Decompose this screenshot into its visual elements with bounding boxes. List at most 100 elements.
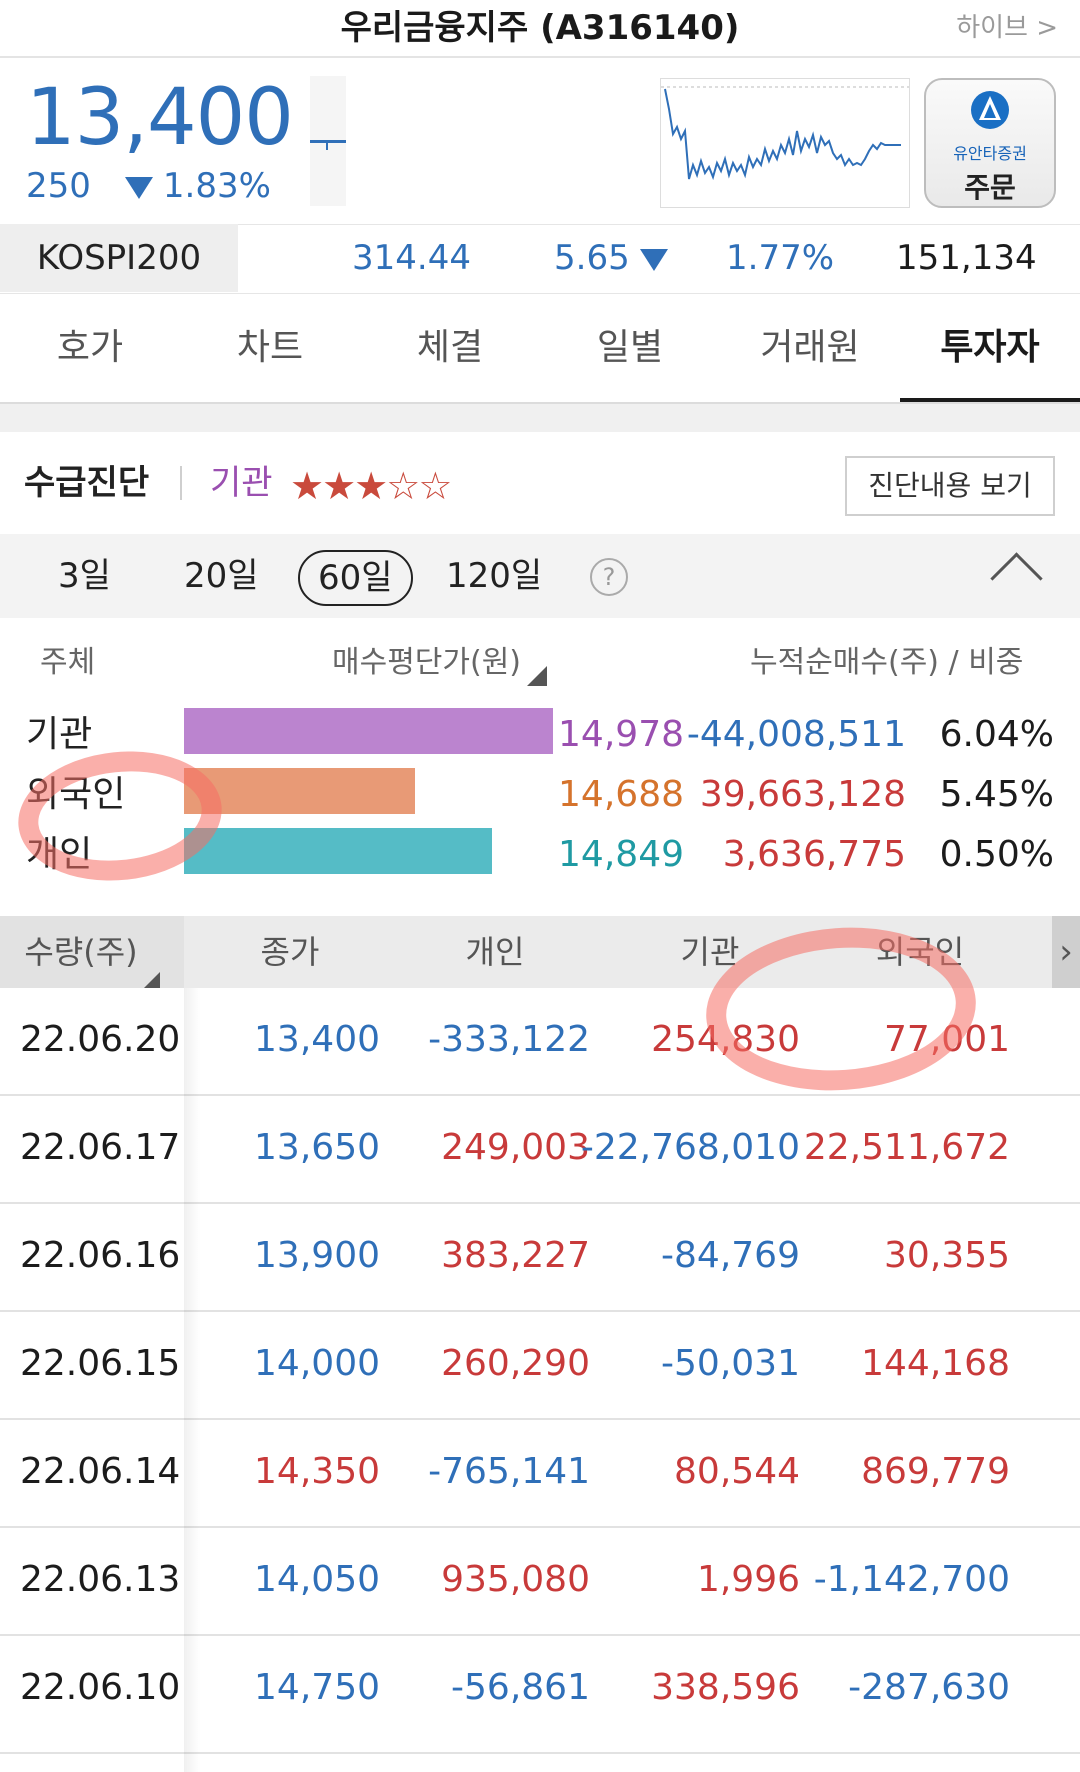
table-row[interactable] xyxy=(0,1528,1080,1636)
row-close: 14,000 xyxy=(254,1343,380,1384)
frozen-column-shadow xyxy=(184,988,200,1772)
row-institution: -50,031 xyxy=(661,1343,800,1384)
row-close: 13,650 xyxy=(254,1127,380,1168)
summary-label-foreign: 외국인 xyxy=(26,774,126,815)
table-row[interactable] xyxy=(0,1204,1080,1312)
row-institution: 254,830 xyxy=(651,1019,800,1060)
tab-orderbook[interactable]: 호가 xyxy=(56,327,124,368)
tab-trades[interactable]: 체결 xyxy=(416,327,484,368)
intraday-sparkline[interactable] xyxy=(660,78,910,208)
table-row[interactable] xyxy=(0,1420,1080,1528)
share-institution: 6.04% xyxy=(939,714,1054,755)
net-buy-foreign: 39,663,128 xyxy=(699,774,906,815)
row-foreign: -287,630 xyxy=(848,1667,1010,1708)
row-date: 22.06.16 xyxy=(20,1235,181,1276)
row-foreign: 144,168 xyxy=(861,1343,1010,1384)
view-diagnosis-button[interactable]: 진단내용 보기 xyxy=(845,456,1055,516)
header-divider xyxy=(0,56,1080,58)
down-triangle-icon xyxy=(639,248,668,271)
avg-price-institution: 14,978 xyxy=(558,714,684,755)
header-close: 종가 xyxy=(260,933,320,971)
header-institution: 기관 xyxy=(680,933,740,971)
row-institution: -22,768,010 xyxy=(580,1127,800,1168)
row-individual: 935,080 xyxy=(441,1559,590,1600)
broker-name: 유안타증권 xyxy=(953,144,1027,163)
change-percent: 1.83% xyxy=(162,166,271,206)
avg-price-label: 매수평단가(원) xyxy=(332,645,522,680)
help-icon[interactable]: ? xyxy=(590,558,628,596)
star-empty-icon: ☆ xyxy=(418,464,452,508)
order-label: 주문 xyxy=(964,171,1016,204)
star-empty-icon: ☆ xyxy=(386,464,420,508)
avg-price-bar-institution xyxy=(184,708,553,754)
header-foreign: 외국인 xyxy=(875,933,965,971)
row-close: 14,050 xyxy=(254,1559,380,1600)
row-foreign: 869,779 xyxy=(861,1451,1010,1492)
sort-icon xyxy=(143,972,160,988)
row-foreign: 77,001 xyxy=(884,1019,1010,1060)
period-60d[interactable]: 60일 xyxy=(298,550,413,606)
avg-price-foreign: 14,688 xyxy=(558,774,684,815)
net-buy-institution: -44,008,511 xyxy=(686,714,906,755)
avg-price-bar-individual xyxy=(184,828,492,874)
header-quantity-label: 수량(주) xyxy=(24,933,138,971)
tab-bar: 호가 차트 체결 일별 거래원 투자자 xyxy=(0,296,1080,404)
table-row[interactable] xyxy=(0,1312,1080,1420)
table-row[interactable] xyxy=(0,1636,1080,1754)
table-row[interactable] xyxy=(0,988,1080,1096)
chevron-right-icon[interactable]: › xyxy=(1052,916,1080,988)
row-foreign: 30,355 xyxy=(884,1235,1010,1276)
share-individual: 0.50% xyxy=(939,834,1054,875)
row-foreign: 22,511,672 xyxy=(803,1127,1010,1168)
tab-chart[interactable]: 차트 xyxy=(236,327,304,368)
row-close: 13,900 xyxy=(254,1235,380,1276)
index-name[interactable]: KOSPI200 xyxy=(0,224,238,292)
star-filled-icon: ★ xyxy=(290,464,324,508)
row-institution: 80,544 xyxy=(674,1451,800,1492)
header-quantity[interactable]: 수량(주) xyxy=(0,916,184,988)
row-date: 22.06.10 xyxy=(20,1667,181,1708)
row-close: 14,350 xyxy=(254,1451,380,1492)
star-filled-icon: ★ xyxy=(322,464,356,508)
summary-header-avg-price[interactable]: 매수평단가(원) xyxy=(332,640,548,686)
net-buy-individual: 3,636,775 xyxy=(722,834,906,875)
change-amount: 250 xyxy=(26,166,91,206)
related-stock-link[interactable]: 하이브 > xyxy=(956,13,1058,43)
index-change-percent: 1.77% xyxy=(726,238,835,278)
tab-brokers[interactable]: 거래원 xyxy=(760,327,860,368)
avg-price-individual: 14,849 xyxy=(558,834,684,875)
summary-header-subject: 주체 xyxy=(40,645,96,680)
row-foreign: -1,142,700 xyxy=(813,1559,1010,1600)
current-price: 13,400 xyxy=(26,73,294,163)
row-individual: -333,122 xyxy=(428,1019,590,1060)
header-individual: 개인 xyxy=(465,933,525,971)
daily-candle xyxy=(310,76,346,206)
price-change: 250 1.83% xyxy=(26,166,271,206)
row-institution: 338,596 xyxy=(651,1667,800,1708)
period-20d[interactable]: 20일 xyxy=(184,556,259,596)
row-date: 22.06.15 xyxy=(20,1343,181,1384)
index-value: 314.44 xyxy=(352,238,471,278)
section-gap xyxy=(0,404,1080,432)
period-3d[interactable]: 3일 xyxy=(58,556,111,596)
star-filled-icon: ★ xyxy=(354,464,388,508)
broker-logo-icon xyxy=(926,90,1054,134)
avg-price-bar-foreign xyxy=(184,768,415,814)
share-foreign: 5.45% xyxy=(939,774,1054,815)
diagnosis-title: 수급진단 xyxy=(24,463,150,503)
rating-stars: ★★★☆☆ xyxy=(290,464,452,508)
index-volume: 151,134 xyxy=(896,238,1037,278)
period-120d[interactable]: 120일 xyxy=(446,556,543,596)
index-change: 5.65 xyxy=(554,224,668,292)
row-date: 22.06.17 xyxy=(20,1127,181,1168)
down-triangle-icon xyxy=(124,176,153,199)
period-selector xyxy=(0,534,1080,618)
table-row[interactable] xyxy=(0,1096,1080,1204)
row-close: 13,400 xyxy=(254,1019,380,1060)
order-button[interactable]: 유안타증권 주문 xyxy=(924,78,1056,208)
tab-daily[interactable]: 일별 xyxy=(596,327,664,368)
row-institution: -84,769 xyxy=(661,1235,800,1276)
row-individual: 249,003 xyxy=(441,1127,590,1168)
tab-investors[interactable]: 투자자 xyxy=(900,296,1080,402)
stock-title: 우리금융지주 (A316140) xyxy=(340,8,740,48)
